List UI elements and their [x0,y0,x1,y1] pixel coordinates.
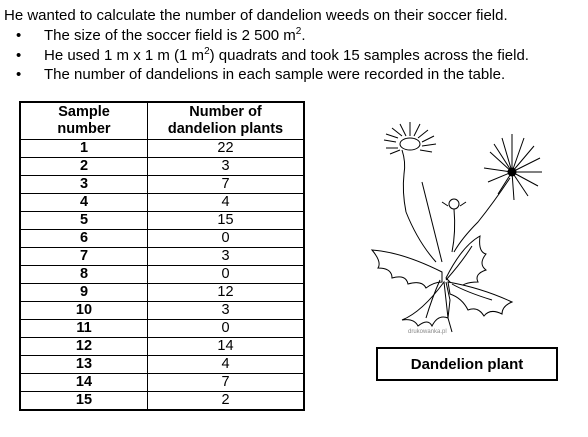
sample-number-cell: 15 [19,391,148,411]
sample-number-cell: 6 [19,229,148,248]
sample-number-cell: 10 [19,301,148,320]
dandelion-flower-icon [383,122,437,213]
table-row: 10 3 [19,301,305,320]
dandelion-count-cell: 0 [147,319,305,338]
sample-number-cell: 4 [19,193,148,212]
dandelion-count-cell: 12 [147,283,305,302]
bullet-field-size: The size of the soccer field is 2 500 m2… [16,26,529,46]
image-caption: Dandelion plant [376,347,558,381]
sample-number-cell: 12 [19,337,148,356]
table-row: 5 15 [19,211,305,230]
dandelion-plant-illustration [370,122,542,333]
table-body: 1 22 2 3 3 7 4 4 5 15 6 0 7 3 8 0 9 12 10 3 11 0 12 14 13 4 14 7 15 2 [19,139,305,411]
dandelion-count-cell: 14 [147,337,305,356]
sample-number-cell: 1 [19,139,148,158]
dandelion-count-cell: 0 [147,229,305,248]
dandelion-count-cell: 2 [147,391,305,411]
dandelion-count-cell: 4 [147,355,305,374]
table-row: 15 2 [19,391,305,411]
dandelion-seedhead-icon [453,134,542,253]
table-row: 13 4 [19,355,305,374]
bullet-list: The size of the soccer field is 2 500 m2… [16,26,529,85]
dandelion-count-cell: 3 [147,301,305,320]
table-header-row: Sample number Number of dandelion plants [19,101,305,140]
bullet-quadrats: He used 1 m x 1 m (1 m2) quadrats and to… [16,46,529,66]
sample-number-cell: 8 [19,265,148,284]
table-row: 14 7 [19,373,305,392]
sample-number-cell: 5 [19,211,148,230]
dandelion-count-cell: 15 [147,211,305,230]
sample-number-cell: 11 [19,319,148,338]
dandelion-count-cell: 22 [147,139,305,158]
table-row: 1 22 [19,139,305,158]
sample-number-cell: 2 [19,157,148,176]
sample-number-cell: 9 [19,283,148,302]
dandelion-count-cell: 4 [147,193,305,212]
dandelion-count-cell: 3 [147,157,305,176]
dandelion-count-cell: 0 [147,265,305,284]
table-row: 9 12 [19,283,305,302]
header-sample-number: Sample number [19,101,148,140]
sample-number-cell: 7 [19,247,148,266]
table-row: 12 14 [19,337,305,356]
dandelion-count-cell: 7 [147,175,305,194]
sample-number-cell: 3 [19,175,148,194]
dandelion-count-cell: 3 [147,247,305,266]
intro-text: He wanted to calculate the number of dan… [4,7,508,24]
dandelion-data-table: Sample number Number of dandelion plants 1… [19,101,305,411]
sample-number-cell: 13 [19,355,148,374]
dandelion-count-cell: 7 [147,373,305,392]
bullet-recorded: The number of dandelions in each sample … [16,65,529,85]
header-dandelion-count: Number of dandelion plants [147,101,305,140]
table-row: 11 0 [19,319,305,338]
watermark-text: drukowanka.pl [408,329,447,335]
sample-number-cell: 14 [19,373,148,392]
